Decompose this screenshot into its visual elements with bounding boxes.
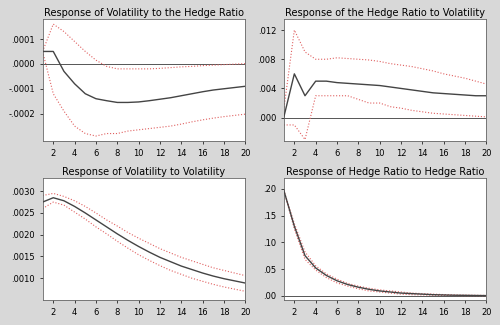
Title: Response of Volatility to the Hedge Ratio: Response of Volatility to the Hedge Rati… xyxy=(44,8,244,18)
Title: Response of the Hedge Ratio to Volatility: Response of the Hedge Ratio to Volatilit… xyxy=(285,8,485,18)
Title: Response of Volatility to Volatility: Response of Volatility to Volatility xyxy=(62,167,226,177)
Title: Response of Hedge Ratio to Hedge Ratio: Response of Hedge Ratio to Hedge Ratio xyxy=(286,167,484,177)
